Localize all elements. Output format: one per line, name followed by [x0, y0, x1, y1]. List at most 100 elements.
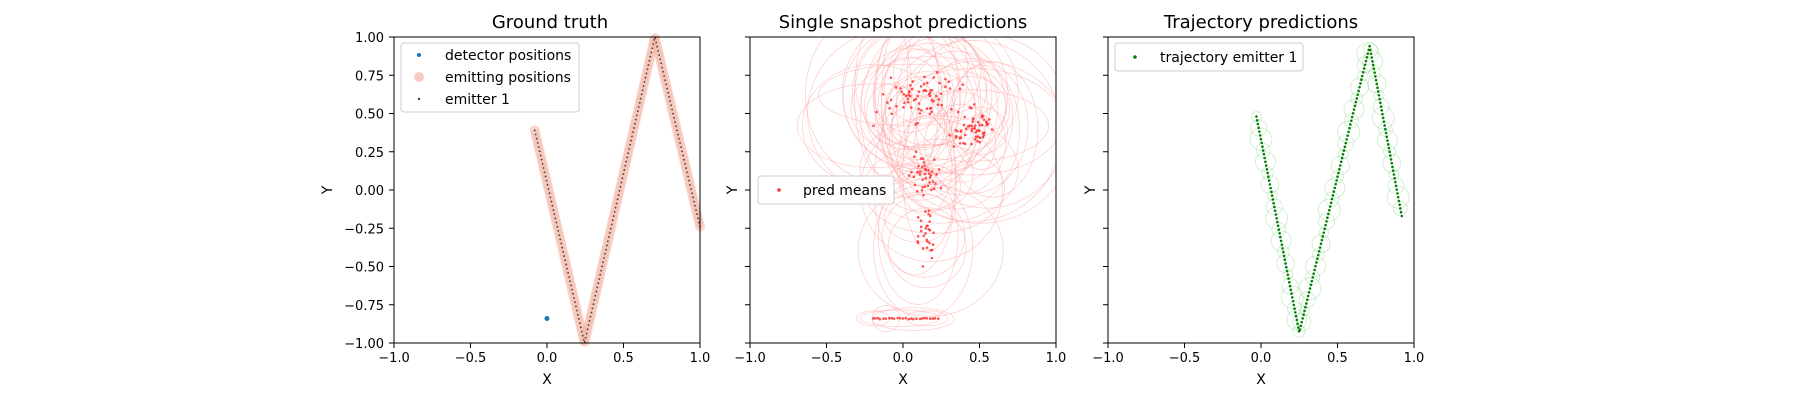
trajectory-point	[1358, 85, 1361, 89]
uncertainty-ellipse	[796, 83, 951, 169]
trajectory-point	[1328, 205, 1332, 208]
trajectory-point	[1306, 294, 1310, 298]
pred-mean	[902, 105, 905, 109]
p3-xtick: 1.0	[1404, 351, 1425, 366]
trajectory-point	[1283, 258, 1287, 261]
pred-mean	[958, 87, 962, 91]
pred-mean	[914, 123, 917, 126]
trajectory-uncertainty	[1276, 245, 1290, 259]
emitter-point	[596, 286, 599, 289]
trajectory-point	[1342, 149, 1346, 152]
emitter-point	[540, 158, 543, 161]
emitter-point	[634, 118, 637, 121]
emitter-point	[590, 311, 593, 314]
pred-mean	[925, 246, 929, 249]
uncertainty-ellipse	[887, 207, 967, 289]
trajectory-point	[1324, 223, 1327, 227]
emitter-point	[692, 196, 694, 199]
trajectory-point	[1375, 82, 1379, 86]
trajectory-point	[1280, 243, 1284, 246]
trajectory-uncertainty	[1265, 206, 1289, 230]
pred-mean	[921, 185, 924, 189]
emitter-point	[672, 112, 675, 115]
pred-mean	[966, 125, 970, 128]
pred-mean	[927, 169, 930, 172]
emitter-point	[628, 148, 631, 150]
emitter-point	[630, 139, 632, 142]
trajectory-point	[1260, 141, 1263, 145]
emitter-point	[565, 263, 568, 266]
pred-mean	[922, 82, 926, 86]
p1-ytick: 0.00	[355, 184, 384, 199]
trajectory-point	[1351, 111, 1355, 115]
trajectory-uncertainty	[1250, 119, 1268, 137]
pred-mean	[974, 130, 978, 134]
panel2-title: Single snapshot predictions	[779, 12, 1028, 33]
trajectory-uncertainty	[1298, 277, 1322, 300]
pred-mean	[886, 101, 889, 104]
trajectory-point	[1395, 188, 1399, 191]
pred-mean	[961, 83, 965, 86]
trajectory-point	[1357, 89, 1360, 93]
trajectory-uncertainty	[1299, 305, 1310, 317]
trajectory-uncertainty	[1350, 77, 1369, 97]
trajectory-point	[1278, 232, 1281, 235]
trajectory-point	[1389, 158, 1393, 161]
trajectory-point	[1378, 97, 1381, 101]
trajectory-uncertainty	[1337, 120, 1360, 144]
pred-mean	[872, 317, 875, 320]
trajectory-point	[1370, 56, 1374, 59]
trajectory-point	[1265, 167, 1269, 171]
pred-mean	[976, 135, 980, 138]
pred-mean	[962, 141, 965, 145]
emitter-point	[598, 278, 601, 280]
uncertainty-ellipse	[859, 115, 1019, 224]
emitter-point	[637, 106, 640, 108]
emitter-point	[549, 196, 552, 199]
uncertainty-ellipse	[882, 68, 1056, 176]
pred-mean	[920, 108, 923, 112]
trajectory-point	[1344, 141, 1348, 145]
panel2-ylabel: Y	[725, 185, 741, 195]
trajectory-point	[1391, 165, 1394, 169]
trajectory-point	[1315, 261, 1318, 264]
trajectory-uncertainty	[1318, 213, 1335, 230]
trajectory-point	[1295, 318, 1299, 322]
trajectory-point	[1268, 183, 1272, 186]
emitter-point	[550, 200, 553, 203]
pred-mean	[921, 265, 925, 268]
trajectory-uncertainty	[1271, 222, 1287, 237]
uncertainty-ellipse	[880, 37, 982, 189]
pred-mean	[923, 164, 926, 167]
trajectory-point	[1369, 52, 1373, 56]
emitter-point	[687, 175, 689, 178]
trajectory-point	[1272, 201, 1275, 205]
p2-xtick: 0.5	[969, 351, 990, 366]
trajectory-point	[1334, 182, 1337, 186]
pred-mean	[918, 317, 922, 321]
pred-mean	[932, 187, 936, 191]
pred-mean	[935, 173, 938, 176]
trajectory-point	[1339, 160, 1343, 164]
trajectory-point	[1313, 268, 1316, 272]
emitter-point	[594, 294, 597, 297]
uncertainty-ellipse	[860, 37, 980, 201]
trajectory-point	[1371, 63, 1375, 67]
emitter-point	[691, 192, 693, 195]
legend-pred-means: pred means	[803, 183, 886, 199]
emitter-point	[556, 225, 559, 228]
uncertainty-ellipse	[945, 61, 1039, 198]
emitter-point	[613, 210, 616, 213]
pred-mean	[917, 107, 920, 111]
trajectory-point	[1312, 272, 1315, 275]
pred-mean	[931, 317, 935, 320]
pred-mean	[904, 94, 908, 97]
pred-mean	[976, 139, 979, 143]
emitter-point	[545, 179, 548, 182]
pred-mean	[916, 241, 920, 245]
pred-mean	[936, 103, 940, 107]
emitter-point	[678, 137, 680, 140]
trajectory-point	[1341, 153, 1345, 156]
emitter-point	[658, 54, 661, 56]
trajectory-point	[1346, 134, 1349, 137]
